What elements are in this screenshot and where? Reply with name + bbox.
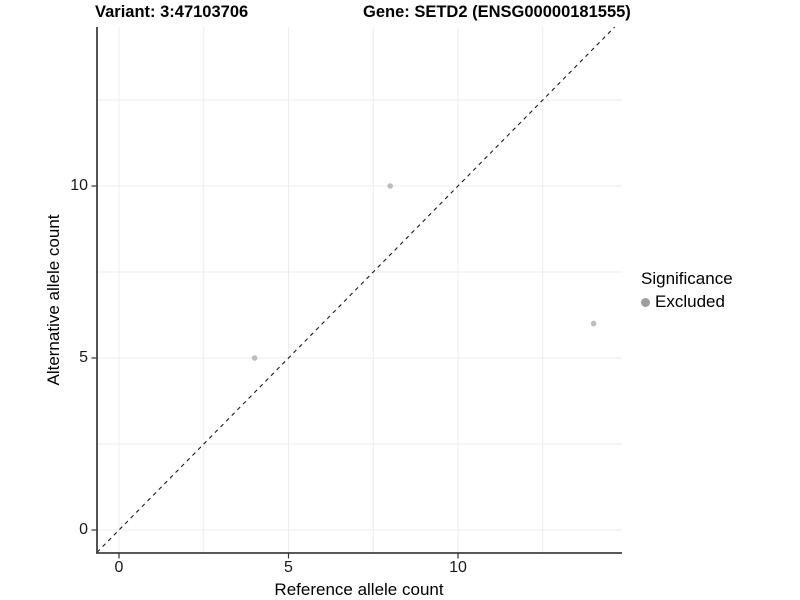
plot-title-gene: Gene: SETD2 (ENSG00000181555) — [363, 3, 631, 21]
identity-reference-line — [96, 26, 616, 553]
legend: Significance Excluded — [641, 269, 733, 312]
legend-item-label: Excluded — [655, 292, 725, 311]
x-tick-label: 0 — [114, 559, 124, 576]
x-tick-label: 10 — [449, 559, 467, 576]
plot-title-variant: Variant: 3:47103706 — [95, 3, 249, 21]
y-tick-label: 10 — [70, 177, 88, 194]
legend-title: Significance — [641, 269, 733, 288]
y-tick-label: 0 — [79, 521, 88, 538]
data-point — [387, 183, 394, 189]
legend-point-icon — [641, 297, 650, 307]
data-point — [251, 355, 258, 361]
legend-item-excluded: Excluded — [641, 292, 733, 312]
x-tick-label: 5 — [284, 559, 293, 576]
y-tick-label: 5 — [79, 349, 88, 366]
x-axis-title: Reference allele count — [274, 580, 444, 599]
data-point — [590, 320, 597, 327]
